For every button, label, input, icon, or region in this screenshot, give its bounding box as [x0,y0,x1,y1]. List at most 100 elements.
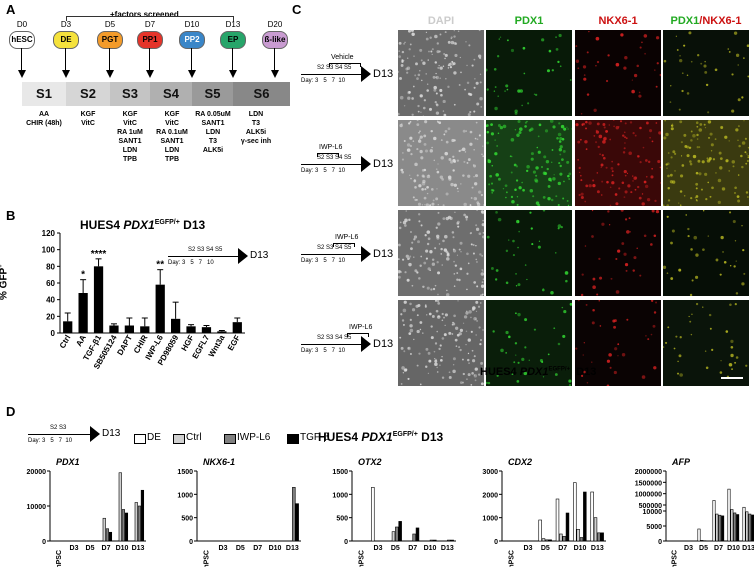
node-arrow-head [188,70,196,78]
cell-dot [743,120,745,122]
cell-dot [617,163,620,166]
cell-dot [632,131,635,135]
cell-dot [430,325,433,328]
cell-dot [609,204,612,206]
cell-dot [436,261,439,264]
cell-dot [409,353,412,355]
cell-dot [606,359,611,363]
cell-dot [440,93,443,97]
cell-dot [410,30,414,32]
category-label: D13 [441,545,454,552]
cell-dot [585,120,588,124]
cell-dot [532,170,536,174]
y-tick-label: 0 [189,539,193,546]
bar-IWP-L6 [395,526,399,542]
cell-dot [655,85,658,88]
category-label: D10 [727,545,740,552]
cell-dot [747,155,749,157]
cell-dot [625,269,628,272]
cell-dot [667,174,670,178]
micrograph-bg [486,30,572,116]
cell-dot [433,136,437,141]
cell-dot [550,198,554,202]
cell-dot [439,77,441,79]
cell-dot [678,354,682,358]
bar-TGF-β [736,514,740,542]
cell-dot [696,138,699,140]
y-tick-label: 0 [658,539,662,546]
cell-dot [423,261,427,265]
cell-dot [429,269,431,272]
bar-DE [727,488,731,542]
cell-dot [402,152,404,154]
cell-dot [603,137,607,141]
cell-dot [644,52,646,55]
cell-dot [563,180,565,183]
cell-dot [417,110,420,113]
cell-dot [657,159,661,164]
cell-dot [725,159,729,163]
cell-dot [580,192,584,196]
cell-dot [467,262,470,265]
cell-dot [436,170,440,174]
cell-dot [575,59,580,63]
cell-dot [482,270,484,272]
cell-dot [444,53,448,57]
cell-dot [445,192,449,196]
cell-dot [679,336,682,339]
timeline-stages: S2 S3 S4 S5 [317,65,352,71]
panel-b-title: HUES4 PDX1EGFP/+ D13 [80,218,206,232]
cell-dot [427,59,429,61]
cell-dot [469,142,473,146]
cell-dot [529,211,532,214]
cell-dot [403,350,406,353]
cell-dot [419,70,421,72]
cell-dot [409,144,413,148]
cell-dot [467,352,470,355]
cell-dot [405,210,407,212]
node-arrow-stem [109,48,110,72]
timeline-days: Day: 3 5 7 10 [301,348,346,354]
cell-dot [606,180,609,184]
cell-dot [420,156,424,160]
cell-dot [434,300,437,302]
bar-Ctrl [730,509,734,542]
cell-dot [567,204,570,206]
cell-dot [412,85,415,88]
timeline-stages: S2 S3 S4 S5 [317,245,352,251]
cell-dot [683,195,686,197]
panel-c-header: DAPI [427,15,455,27]
cell-dot [591,210,594,212]
cell-dot [442,204,445,206]
cell-dot [669,173,673,177]
cell-dot [453,71,457,75]
cell-dot [701,160,705,164]
cell-dot [629,231,631,233]
cell-dot [425,37,429,41]
cell-dot [425,249,429,253]
cell-dot [448,63,452,67]
cell-dot [734,192,736,194]
cell-dot [547,196,551,201]
cell-dot [535,174,538,177]
cell-dot [517,361,520,364]
cell-dot [541,38,545,42]
cell-dot [666,215,669,218]
cell-dot [417,104,420,108]
micrograph-2-3 [663,210,749,296]
cell-dot [415,198,418,201]
cell-dot [472,252,475,255]
cell-dot [488,183,491,186]
cell-dot [478,190,482,194]
category-label: D7 [714,545,723,552]
cell-dot [473,58,476,61]
cell-dot [710,143,714,147]
cell-dot [486,381,488,384]
cell-dot [409,121,412,123]
cell-dot [411,32,415,37]
cell-dot [650,243,653,246]
cell-dot [452,169,455,172]
cell-dot [674,152,677,156]
cell-dot [414,186,417,189]
cell-dot [434,284,437,287]
